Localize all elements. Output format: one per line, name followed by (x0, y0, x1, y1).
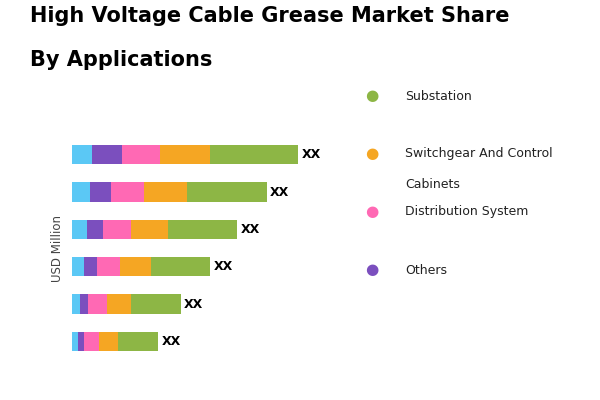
Bar (107, 294, 131, 314)
Bar (121, 257, 151, 276)
Text: Distribution System: Distribution System (405, 206, 529, 218)
Bar (210, 145, 298, 164)
Text: XX: XX (214, 260, 233, 273)
Bar (122, 145, 160, 164)
Bar (72, 182, 89, 202)
Bar (98, 332, 118, 351)
Bar (78, 332, 84, 351)
Text: Cabinets: Cabinets (405, 178, 460, 190)
Bar (72, 220, 87, 239)
Bar (80, 294, 88, 314)
Bar (151, 257, 210, 276)
Bar (131, 294, 181, 314)
Text: ●: ● (365, 146, 379, 162)
Bar (144, 182, 187, 202)
Bar (72, 257, 85, 276)
Bar (168, 220, 237, 239)
Bar (187, 182, 266, 202)
Text: ●: ● (365, 204, 379, 220)
Bar (72, 145, 92, 164)
Text: XX: XX (161, 335, 181, 348)
Bar (85, 257, 97, 276)
Bar (160, 145, 210, 164)
Text: High Voltage Cable Grease Market Share: High Voltage Cable Grease Market Share (30, 6, 509, 26)
Text: XX: XX (270, 186, 289, 198)
Text: ●: ● (365, 262, 379, 278)
Text: XX: XX (241, 223, 260, 236)
Bar (118, 332, 158, 351)
Text: Switchgear And Control: Switchgear And Control (405, 148, 553, 160)
Bar (89, 182, 111, 202)
Bar (72, 332, 78, 351)
Bar (111, 182, 144, 202)
Text: XX: XX (302, 148, 321, 161)
Text: By Applications: By Applications (30, 50, 212, 70)
Bar (84, 332, 98, 351)
Bar (87, 220, 103, 239)
Bar (97, 257, 121, 276)
Text: Substation: Substation (405, 90, 472, 102)
Bar (92, 145, 122, 164)
Y-axis label: USD Million: USD Million (50, 214, 64, 282)
Bar (131, 220, 168, 239)
Text: ●: ● (365, 88, 379, 104)
Text: XX: XX (184, 298, 203, 310)
Text: Others: Others (405, 264, 447, 276)
Bar (103, 220, 131, 239)
Bar (88, 294, 107, 314)
Bar (72, 294, 80, 314)
